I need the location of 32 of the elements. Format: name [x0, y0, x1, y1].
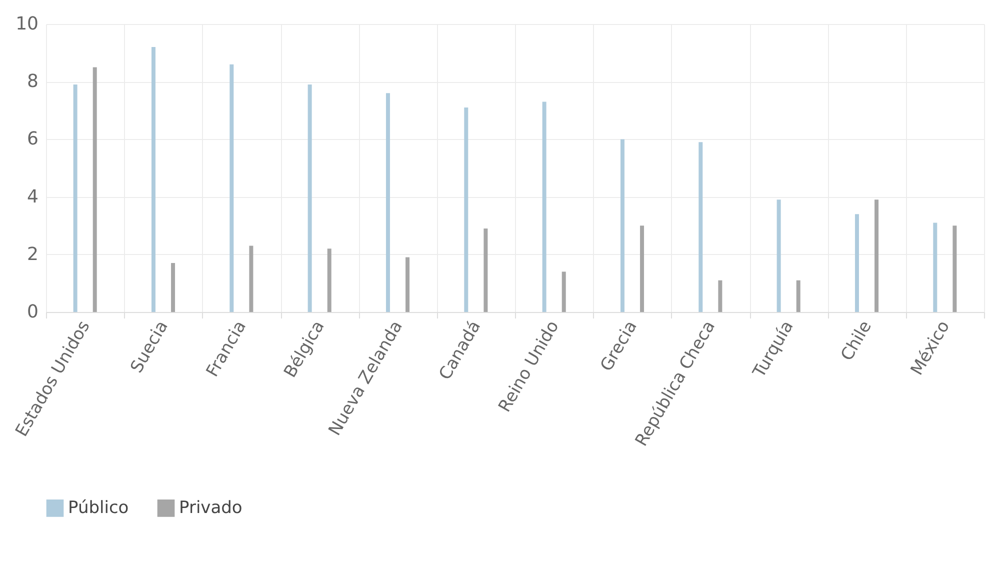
bar	[484, 228, 488, 312]
bar	[230, 64, 234, 312]
legend-label: Público	[68, 498, 129, 518]
bar	[796, 280, 800, 312]
bar	[73, 84, 78, 312]
bar	[151, 47, 156, 312]
bar	[464, 108, 468, 312]
bar	[327, 248, 332, 312]
bar	[640, 226, 644, 312]
y-tick-label: 0	[27, 302, 38, 322]
y-tick-label: 10	[16, 14, 38, 34]
bar	[874, 200, 879, 312]
bar	[620, 139, 624, 312]
bar	[171, 263, 176, 312]
y-tick-label: 2	[27, 244, 38, 265]
bar	[952, 226, 957, 312]
bar	[542, 102, 546, 312]
y-tick-label: 6	[27, 128, 38, 150]
bar	[698, 142, 703, 312]
bar	[386, 93, 390, 312]
bar	[562, 272, 566, 312]
bar	[718, 280, 722, 312]
bar	[249, 246, 254, 312]
bar	[308, 84, 312, 312]
y-tick-label: 4	[27, 186, 38, 208]
bar	[406, 257, 410, 312]
bar	[92, 67, 97, 312]
bar	[854, 214, 859, 312]
bar	[776, 200, 781, 312]
legend-label: Privado	[179, 498, 242, 518]
bar	[933, 222, 938, 312]
y-tick-label: 8	[27, 71, 38, 92]
